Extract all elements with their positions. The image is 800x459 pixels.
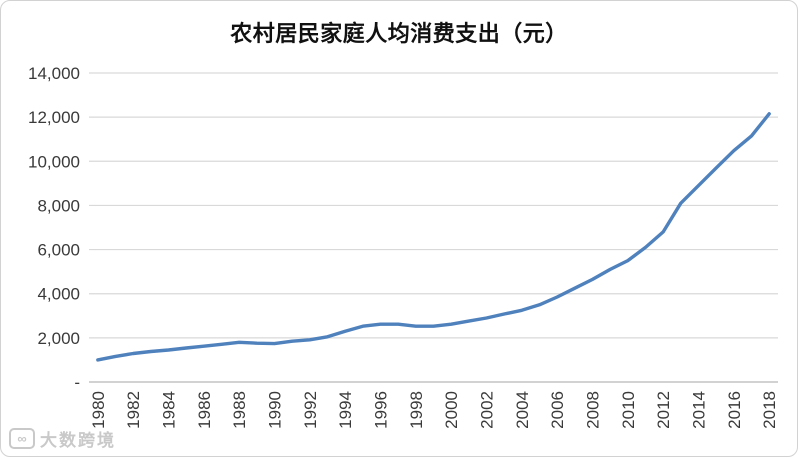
x-tick-label: 2000	[442, 391, 461, 429]
x-tick-label: 2006	[548, 391, 567, 429]
watermark: ∞ 大数跨境	[9, 426, 116, 451]
x-tick-label: 1994	[336, 391, 355, 429]
x-tick-label: 1992	[301, 391, 320, 429]
x-tick-label: 2004	[513, 391, 532, 429]
y-tick-label: -	[74, 373, 80, 392]
y-tick-label: 2,000	[37, 329, 80, 348]
chart-title: 农村居民家庭人均消费支出（元）	[230, 21, 568, 47]
x-tick-label: 1984	[160, 391, 179, 429]
x-tick-label: 2008	[584, 391, 603, 429]
x-tick-label: 1998	[407, 391, 426, 429]
y-tick-label: 14,000	[28, 64, 80, 83]
watermark-text: 大数跨境	[40, 431, 116, 450]
y-tick-label: 8,000	[37, 196, 80, 215]
watermark-logo-icon: ∞	[9, 428, 35, 449]
x-tick-label: 1980	[89, 391, 108, 429]
x-tick-label: 2010	[619, 391, 638, 429]
x-tick-label: 1982	[124, 391, 143, 429]
y-tick-label: 10,000	[28, 152, 80, 171]
x-tick-label: 1988	[230, 391, 249, 429]
y-tick-label: 12,000	[28, 108, 80, 127]
x-tick-label: 2018	[760, 391, 779, 429]
y-tick-label: 6,000	[37, 241, 80, 260]
y-tick-label: 4,000	[37, 285, 80, 304]
x-tick-label: 1990	[266, 391, 285, 429]
x-tick-label: 2002	[478, 391, 497, 429]
x-tick-label: 2014	[690, 391, 709, 429]
series-line	[96, 112, 771, 362]
x-tick-label: 1996	[372, 391, 391, 429]
x-tick-label: 2016	[725, 391, 744, 429]
x-tick-label: 2012	[654, 391, 673, 429]
x-tick-label: 1986	[195, 391, 214, 429]
